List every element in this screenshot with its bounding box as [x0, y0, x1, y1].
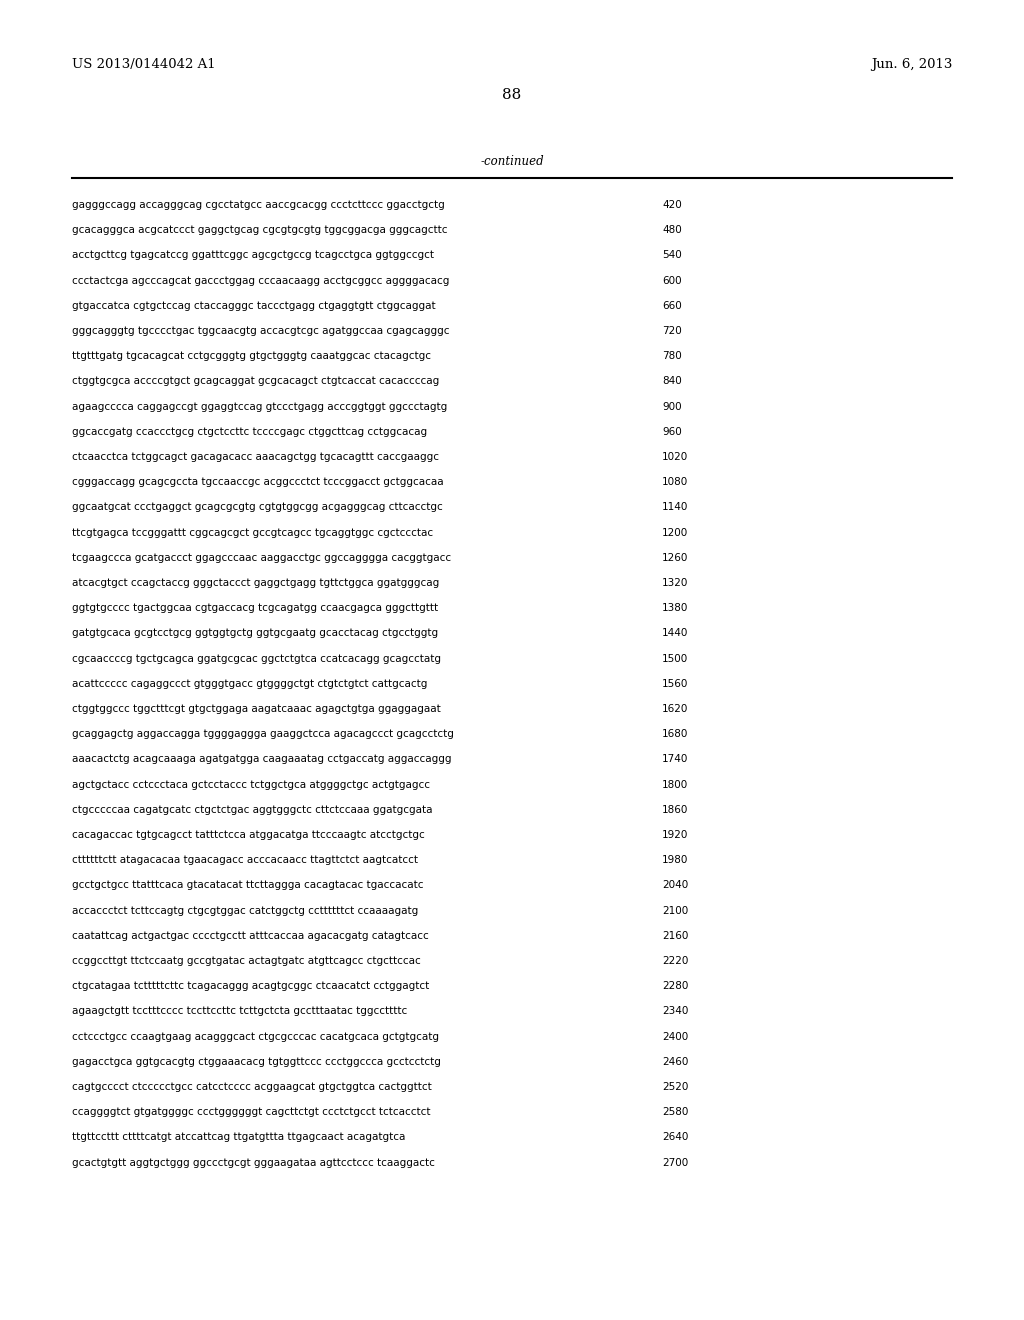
Text: 600: 600 — [662, 276, 682, 285]
Text: ggcaatgcat ccctgaggct gcagcgcgtg cgtgtggcgg acgagggcag cttcacctgc: ggcaatgcat ccctgaggct gcagcgcgtg cgtgtgg… — [72, 503, 442, 512]
Text: 2280: 2280 — [662, 981, 688, 991]
Text: 1920: 1920 — [662, 830, 688, 840]
Text: ccaggggtct gtgatggggc ccctggggggt cagcttctgt ccctctgcct tctcacctct: ccaggggtct gtgatggggc ccctggggggt cagctt… — [72, 1107, 430, 1117]
Text: ctggtggccc tggctttcgt gtgctggaga aagatcaaac agagctgtga ggaggagaat: ctggtggccc tggctttcgt gtgctggaga aagatca… — [72, 704, 440, 714]
Text: 1440: 1440 — [662, 628, 688, 639]
Text: cttttttctt atagacacaa tgaacagacc acccacaacc ttagttctct aagtcatcct: cttttttctt atagacacaa tgaacagacc acccaca… — [72, 855, 418, 865]
Text: gcaggagctg aggaccagga tggggaggga gaaggctcca agacagccct gcagcctctg: gcaggagctg aggaccagga tggggaggga gaaggct… — [72, 729, 454, 739]
Text: ttcgtgagca tccgggattt cggcagcgct gccgtcagcc tgcaggtggc cgctccctac: ttcgtgagca tccgggattt cggcagcgct gccgtca… — [72, 528, 433, 537]
Text: cagtgcccct ctccccctgcc catcctcccc acggaagcat gtgctggtca cactggttct: cagtgcccct ctccccctgcc catcctcccc acggaa… — [72, 1082, 432, 1092]
Text: 1620: 1620 — [662, 704, 688, 714]
Text: gcacagggca acgcatccct gaggctgcag cgcgtgcgtg tggcggacga gggcagcttc: gcacagggca acgcatccct gaggctgcag cgcgtgc… — [72, 226, 447, 235]
Text: gagacctgca ggtgcacgtg ctggaaacacg tgtggttccc ccctggccca gcctcctctg: gagacctgca ggtgcacgtg ctggaaacacg tgtggt… — [72, 1057, 441, 1067]
Text: cctccctgcc ccaagtgaag acagggcact ctgcgcccac cacatgcaca gctgtgcatg: cctccctgcc ccaagtgaag acagggcact ctgcgcc… — [72, 1032, 439, 1041]
Text: ccctactcga agcccagcat gaccctggag cccaacaagg acctgcggcc aggggacacg: ccctactcga agcccagcat gaccctggag cccaaca… — [72, 276, 450, 285]
Text: ggcaccgatg ccaccctgcg ctgctccttc tccccgagc ctggcttcag cctggcacag: ggcaccgatg ccaccctgcg ctgctccttc tccccga… — [72, 426, 427, 437]
Text: agaagcccca caggagccgt ggaggtccag gtccctgagg acccggtggt ggccctagtg: agaagcccca caggagccgt ggaggtccag gtccctg… — [72, 401, 447, 412]
Text: 2340: 2340 — [662, 1006, 688, 1016]
Text: agctgctacc cctccctaca gctcctaccc tctggctgca atggggctgc actgtgagcc: agctgctacc cctccctaca gctcctaccc tctggct… — [72, 780, 430, 789]
Text: gagggccagg accagggcag cgcctatgcc aaccgcacgg ccctcttccc ggacctgctg: gagggccagg accagggcag cgcctatgcc aaccgca… — [72, 201, 444, 210]
Text: ccggccttgt ttctccaatg gccgtgatac actagtgatc atgttcagcc ctgcttccac: ccggccttgt ttctccaatg gccgtgatac actagtg… — [72, 956, 421, 966]
Text: 1020: 1020 — [662, 451, 688, 462]
Text: 1200: 1200 — [662, 528, 688, 537]
Text: 960: 960 — [662, 426, 682, 437]
Text: accaccctct tcttccagtg ctgcgtggac catctggctg ccttttttct ccaaaagatg: accaccctct tcttccagtg ctgcgtggac catctgg… — [72, 906, 418, 916]
Text: Jun. 6, 2013: Jun. 6, 2013 — [870, 58, 952, 71]
Text: gggcagggtg tgcccctgac tggcaacgtg accacgtcgc agatggccaa cgagcagggc: gggcagggtg tgcccctgac tggcaacgtg accacgt… — [72, 326, 450, 337]
Text: aaacactctg acagcaaaga agatgatgga caagaaatag cctgaccatg aggaccaggg: aaacactctg acagcaaaga agatgatgga caagaaa… — [72, 755, 452, 764]
Text: US 2013/0144042 A1: US 2013/0144042 A1 — [72, 58, 216, 71]
Text: 1740: 1740 — [662, 755, 688, 764]
Text: gtgaccatca cgtgctccag ctaccagggc taccctgagg ctgaggtgtt ctggcaggat: gtgaccatca cgtgctccag ctaccagggc taccctg… — [72, 301, 435, 310]
Text: 2700: 2700 — [662, 1158, 688, 1168]
Text: 1140: 1140 — [662, 503, 688, 512]
Text: 540: 540 — [662, 251, 682, 260]
Text: 1560: 1560 — [662, 678, 688, 689]
Text: 1980: 1980 — [662, 855, 688, 865]
Text: 1800: 1800 — [662, 780, 688, 789]
Text: acattccccc cagaggccct gtgggtgacc gtggggctgt ctgtctgtct cattgcactg: acattccccc cagaggccct gtgggtgacc gtggggc… — [72, 678, 427, 689]
Text: cgggaccagg gcagcgccta tgccaaccgc acggccctct tcccggacct gctggcacaa: cgggaccagg gcagcgccta tgccaaccgc acggccc… — [72, 478, 443, 487]
Text: 720: 720 — [662, 326, 682, 337]
Text: ctggtgcgca accccgtgct gcagcaggat gcgcacagct ctgtcaccat cacaccccag: ctggtgcgca accccgtgct gcagcaggat gcgcaca… — [72, 376, 439, 387]
Text: atcacgtgct ccagctaccg gggctaccct gaggctgagg tgttctggca ggatgggcag: atcacgtgct ccagctaccg gggctaccct gaggctg… — [72, 578, 439, 587]
Text: 1260: 1260 — [662, 553, 688, 562]
Text: 2640: 2640 — [662, 1133, 688, 1142]
Text: 900: 900 — [662, 401, 682, 412]
Text: 2460: 2460 — [662, 1057, 688, 1067]
Text: 780: 780 — [662, 351, 682, 362]
Text: gcctgctgcc ttatttcaca gtacatacat ttcttaggga cacagtacac tgaccacatc: gcctgctgcc ttatttcaca gtacatacat ttcttag… — [72, 880, 424, 891]
Text: tcgaagccca gcatgaccct ggagcccaac aaggacctgc ggccagggga cacggtgacc: tcgaagccca gcatgaccct ggagcccaac aaggacc… — [72, 553, 452, 562]
Text: 1380: 1380 — [662, 603, 688, 614]
Text: cgcaaccccg tgctgcagca ggatgcgcac ggctctgtca ccatcacagg gcagcctatg: cgcaaccccg tgctgcagca ggatgcgcac ggctctg… — [72, 653, 441, 664]
Text: gatgtgcaca gcgtcctgcg ggtggtgctg ggtgcgaatg gcacctacag ctgcctggtg: gatgtgcaca gcgtcctgcg ggtggtgctg ggtgcga… — [72, 628, 438, 639]
Text: ttgttccttt cttttcatgt atccattcag ttgatgttta ttgagcaact acagatgtca: ttgttccttt cttttcatgt atccattcag ttgatgt… — [72, 1133, 406, 1142]
Text: -continued: -continued — [480, 154, 544, 168]
Text: 1860: 1860 — [662, 805, 688, 814]
Text: 88: 88 — [503, 88, 521, 102]
Text: 2220: 2220 — [662, 956, 688, 966]
Text: caatattcag actgactgac cccctgcctt atttcaccaa agacacgatg catagtcacc: caatattcag actgactgac cccctgcctt atttcac… — [72, 931, 429, 941]
Text: 2580: 2580 — [662, 1107, 688, 1117]
Text: ctgcccccaa cagatgcatc ctgctctgac aggtgggctc cttctccaaa ggatgcgata: ctgcccccaa cagatgcatc ctgctctgac aggtggg… — [72, 805, 432, 814]
Text: 2100: 2100 — [662, 906, 688, 916]
Text: gcactgtgtt aggtgctggg ggccctgcgt gggaagataa agttcctccc tcaaggactc: gcactgtgtt aggtgctggg ggccctgcgt gggaaga… — [72, 1158, 435, 1168]
Text: 420: 420 — [662, 201, 682, 210]
Text: 480: 480 — [662, 226, 682, 235]
Text: 1080: 1080 — [662, 478, 688, 487]
Text: ctcaacctca tctggcagct gacagacacc aaacagctgg tgcacagttt caccgaaggc: ctcaacctca tctggcagct gacagacacc aaacagc… — [72, 451, 439, 462]
Text: ctgcatagaa tctttttcttc tcagacaggg acagtgcggc ctcaacatct cctggagtct: ctgcatagaa tctttttcttc tcagacaggg acagtg… — [72, 981, 429, 991]
Text: ttgtttgatg tgcacagcat cctgcgggtg gtgctgggtg caaatggcac ctacagctgc: ttgtttgatg tgcacagcat cctgcgggtg gtgctgg… — [72, 351, 431, 362]
Text: cacagaccac tgtgcagcct tatttctcca atggacatga ttcccaagtc atcctgctgc: cacagaccac tgtgcagcct tatttctcca atggaca… — [72, 830, 425, 840]
Text: 840: 840 — [662, 376, 682, 387]
Text: 660: 660 — [662, 301, 682, 310]
Text: agaagctgtt tcctttcccc tccttccttc tcttgctcta gcctttaatac tggccttttc: agaagctgtt tcctttcccc tccttccttc tcttgct… — [72, 1006, 408, 1016]
Text: ggtgtgcccc tgactggcaa cgtgaccacg tcgcagatgg ccaacgagca gggcttgttt: ggtgtgcccc tgactggcaa cgtgaccacg tcgcaga… — [72, 603, 438, 614]
Text: 1320: 1320 — [662, 578, 688, 587]
Text: acctgcttcg tgagcatccg ggatttcggc agcgctgccg tcagcctgca ggtggccgct: acctgcttcg tgagcatccg ggatttcggc agcgctg… — [72, 251, 434, 260]
Text: 2160: 2160 — [662, 931, 688, 941]
Text: 1680: 1680 — [662, 729, 688, 739]
Text: 1500: 1500 — [662, 653, 688, 664]
Text: 2400: 2400 — [662, 1032, 688, 1041]
Text: 2040: 2040 — [662, 880, 688, 891]
Text: 2520: 2520 — [662, 1082, 688, 1092]
